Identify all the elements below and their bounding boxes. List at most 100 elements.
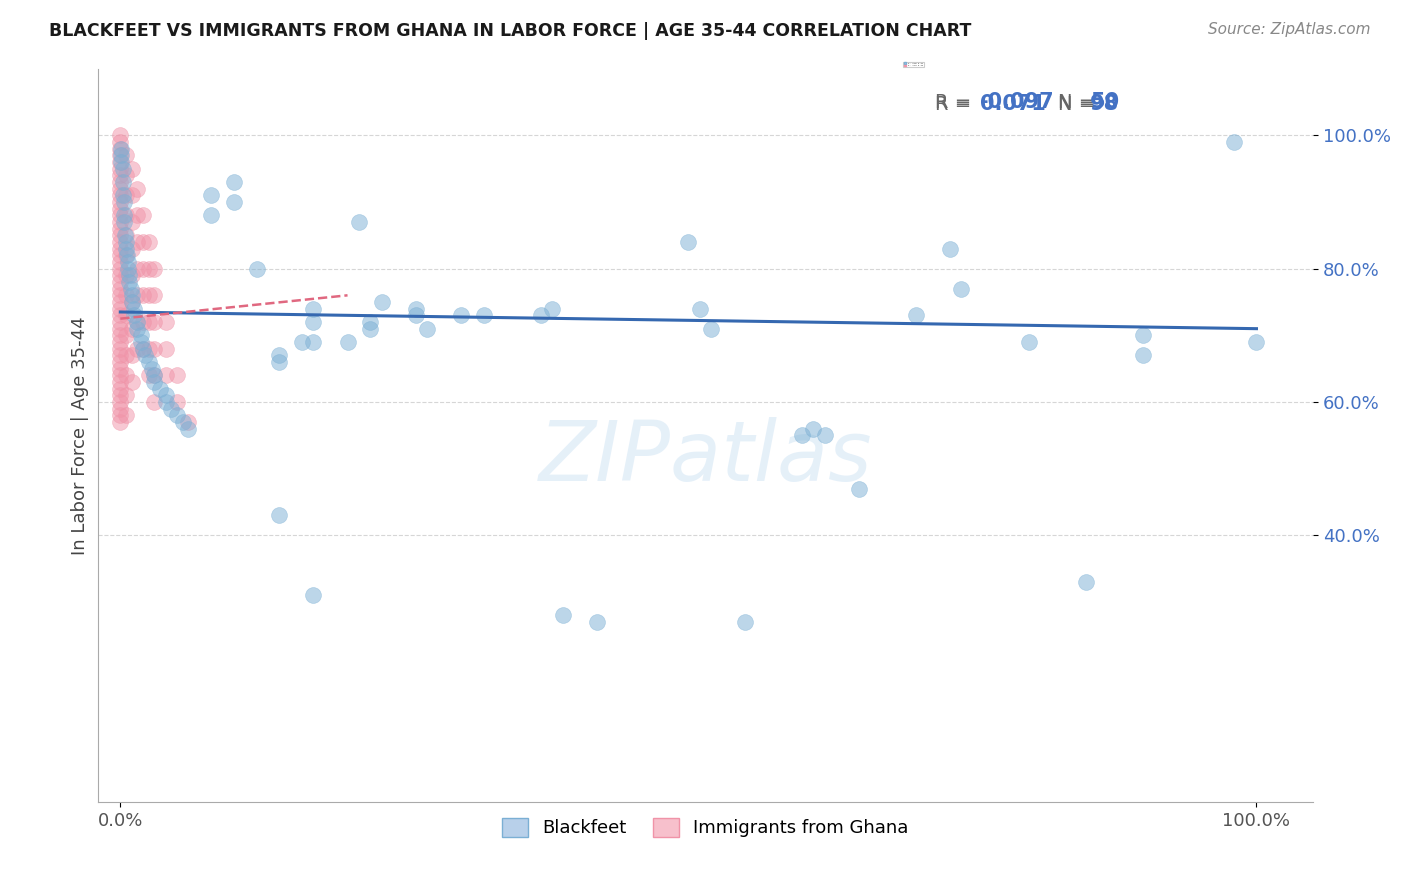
Point xyxy=(121,295,143,310)
Point xyxy=(143,375,166,389)
Point xyxy=(110,242,132,256)
Point xyxy=(110,375,132,389)
Point xyxy=(138,235,160,249)
Point xyxy=(120,282,142,296)
Point xyxy=(155,342,177,356)
Point xyxy=(115,309,138,323)
Point xyxy=(222,175,245,189)
Point xyxy=(110,355,132,369)
Point xyxy=(359,321,381,335)
Point xyxy=(110,215,132,229)
Point xyxy=(405,301,427,316)
Point xyxy=(127,315,149,329)
Point xyxy=(405,309,427,323)
Point xyxy=(149,382,172,396)
Point xyxy=(115,409,138,423)
Point xyxy=(122,301,145,316)
Text: 50: 50 xyxy=(1090,92,1119,112)
Point xyxy=(110,301,132,316)
Point xyxy=(110,161,132,176)
Point xyxy=(138,288,160,302)
Point xyxy=(110,142,132,156)
Point xyxy=(200,208,222,222)
Point xyxy=(110,268,132,283)
Point xyxy=(143,315,166,329)
Point xyxy=(110,248,132,262)
Point xyxy=(115,348,138,362)
Point xyxy=(1018,334,1040,349)
Point xyxy=(359,315,381,329)
Text: BLACKFEET VS IMMIGRANTS FROM GHANA IN LABOR FORCE | AGE 35-44 CORRELATION CHART: BLACKFEET VS IMMIGRANTS FROM GHANA IN LA… xyxy=(49,22,972,40)
Point xyxy=(110,128,132,143)
Point xyxy=(115,248,138,262)
Point xyxy=(110,315,132,329)
Point xyxy=(132,208,155,222)
Point xyxy=(110,415,132,429)
Point xyxy=(111,161,134,176)
Point xyxy=(115,288,138,302)
Text: N =: N = xyxy=(1057,95,1095,114)
Point xyxy=(127,208,149,222)
Point xyxy=(115,208,138,222)
Point xyxy=(1132,348,1154,362)
Point xyxy=(155,388,177,402)
Point xyxy=(160,401,183,416)
Point xyxy=(302,315,325,329)
Point xyxy=(110,255,132,269)
Point xyxy=(127,261,149,276)
Point xyxy=(155,315,177,329)
Point xyxy=(110,135,132,149)
Text: 98: 98 xyxy=(1090,95,1119,114)
Point xyxy=(110,261,132,276)
Point xyxy=(734,615,756,629)
Point xyxy=(110,388,132,402)
Point xyxy=(127,321,149,335)
Point xyxy=(1222,135,1244,149)
Point xyxy=(155,368,177,383)
Point xyxy=(121,215,143,229)
Point xyxy=(553,608,575,623)
Point xyxy=(138,355,160,369)
Point xyxy=(110,401,132,416)
Legend: Blackfeet, Immigrants from Ghana: Blackfeet, Immigrants from Ghana xyxy=(495,811,915,845)
Text: -0.097: -0.097 xyxy=(980,92,1054,112)
Point xyxy=(166,409,188,423)
Point xyxy=(110,208,132,222)
Point xyxy=(132,261,155,276)
Point xyxy=(115,268,138,283)
Point xyxy=(110,155,132,169)
Point xyxy=(347,215,370,229)
Point xyxy=(950,282,973,296)
Point xyxy=(110,228,132,243)
Point xyxy=(138,342,160,356)
Point xyxy=(166,368,188,383)
Point xyxy=(112,194,135,209)
Point xyxy=(1246,334,1268,349)
Point xyxy=(134,348,156,362)
Point xyxy=(115,248,138,262)
Point xyxy=(117,255,139,269)
Point xyxy=(115,168,138,182)
Point xyxy=(132,342,155,356)
Point xyxy=(370,295,392,310)
Point xyxy=(110,309,132,323)
Point xyxy=(115,388,138,402)
Point xyxy=(110,342,132,356)
Point xyxy=(110,194,132,209)
Point xyxy=(678,235,700,249)
Text: 0.071: 0.071 xyxy=(980,95,1046,114)
Point xyxy=(115,242,138,256)
Text: R =: R = xyxy=(935,93,972,112)
Point xyxy=(138,315,160,329)
Point xyxy=(110,175,132,189)
Point xyxy=(790,428,813,442)
Y-axis label: In Labor Force | Age 35-44: In Labor Force | Age 35-44 xyxy=(72,316,89,555)
Point xyxy=(530,309,553,323)
Point xyxy=(121,375,143,389)
Point xyxy=(700,321,723,335)
Text: N =: N = xyxy=(1057,93,1095,112)
Point xyxy=(112,215,135,229)
Point xyxy=(450,309,472,323)
Point xyxy=(177,415,200,429)
Point xyxy=(1074,575,1097,590)
